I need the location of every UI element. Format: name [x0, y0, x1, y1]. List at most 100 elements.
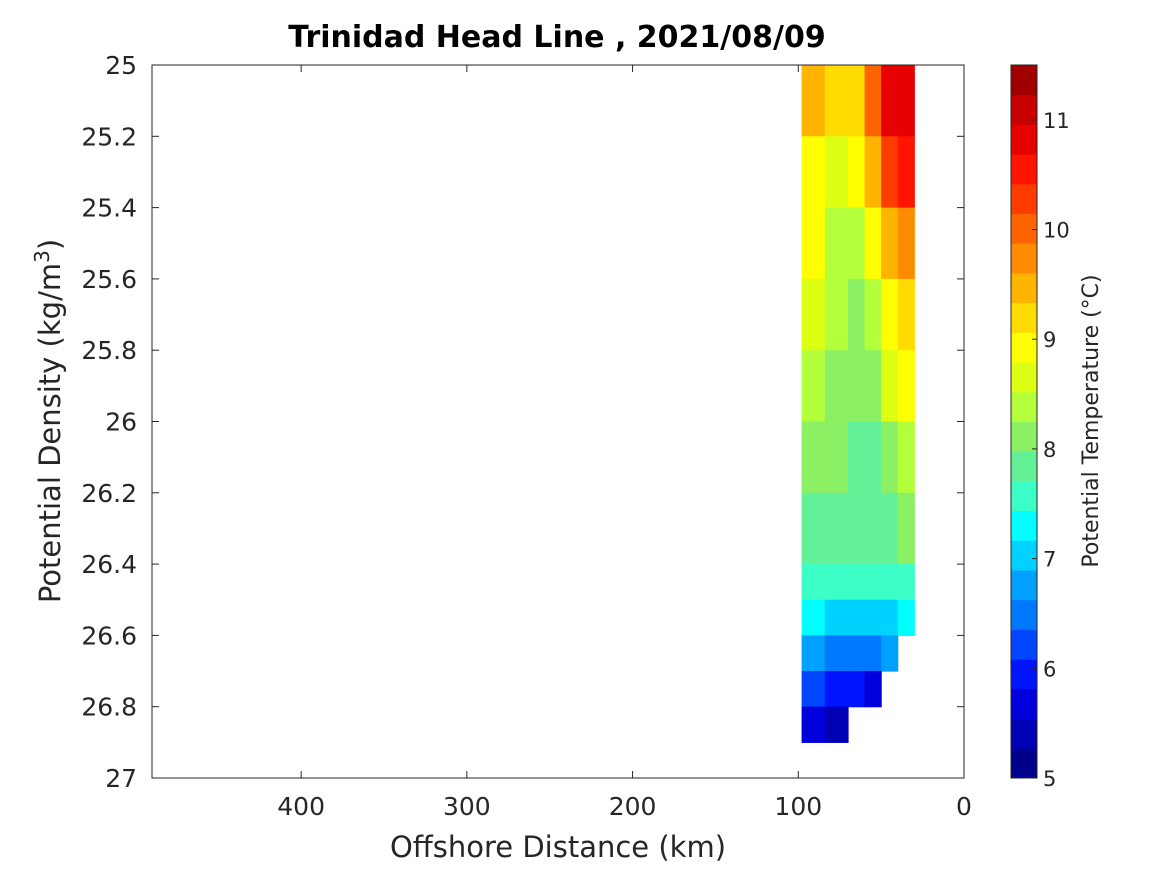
- colorbar-band: [1011, 480, 1037, 512]
- x-tick-label: 300: [443, 792, 491, 821]
- contour-cell: [881, 350, 899, 423]
- contour-cell: [801, 350, 826, 423]
- colorbar-band: [1011, 243, 1037, 274]
- y-tick-label: 27: [105, 764, 137, 793]
- contour-cell: [897, 350, 915, 423]
- contour-cell: [848, 492, 866, 565]
- contour-cell: [897, 599, 915, 636]
- contour-cell: [824, 136, 849, 209]
- contour-cell: [801, 599, 826, 636]
- contour-cell: [864, 635, 882, 672]
- y-tick-label: 25.6: [81, 265, 137, 294]
- contour-cell: [801, 207, 826, 280]
- colorbar-label: Potential Temperature (°C): [1079, 274, 1104, 567]
- colorbar-band: [1011, 718, 1037, 749]
- contour-cell: [881, 564, 899, 601]
- colorbar-ticks: 5 6 7 8 9 10 11: [1032, 109, 1070, 791]
- y-tick-label: 26.8: [81, 693, 137, 722]
- colorbar-band: [1011, 391, 1037, 422]
- contour-cell: [824, 564, 849, 601]
- contour-cell: [881, 136, 899, 209]
- colorbar-band: [1011, 183, 1037, 215]
- contour-cell: [864, 350, 882, 423]
- contour-cell: [864, 671, 882, 708]
- x-axis-label: Offshore Distance (km): [390, 830, 726, 864]
- y-tick-label: 25.4: [81, 194, 137, 223]
- contour-cell: [824, 350, 849, 423]
- contour-cell: [848, 599, 866, 636]
- colorbar-band: [1011, 659, 1037, 690]
- y-axis-label-close: ): [33, 239, 67, 250]
- contour-cell: [848, 564, 866, 601]
- contour-cell: [801, 65, 826, 137]
- contour-cell: [824, 421, 849, 494]
- contour-cell: [801, 635, 826, 672]
- colorbar-band: [1011, 510, 1037, 541]
- colorbar-band: [1011, 629, 1037, 660]
- contour-cell: [864, 599, 882, 636]
- colorbar-band: [1011, 65, 1037, 96]
- contour-cell: [801, 492, 826, 565]
- contour-cell: [848, 635, 866, 672]
- contour-cell: [864, 421, 882, 494]
- y-tick-label: 26.6: [81, 621, 137, 650]
- colorbar-tick-label: 9: [1043, 328, 1056, 352]
- contour-cell: [848, 421, 866, 494]
- y-tick-label: 26.2: [81, 479, 137, 508]
- colorbar-band: [1011, 94, 1037, 125]
- y-tick-label: 26.4: [81, 550, 137, 579]
- colorbar-band: [1011, 332, 1037, 363]
- contour-cell: [864, 492, 882, 565]
- contour-cell: [824, 492, 849, 565]
- contour-cell: [864, 207, 882, 280]
- contour-cell: [824, 671, 849, 708]
- colorbar-band: [1011, 688, 1037, 720]
- y-tick-labels: 25 25.2 25.4 25.6 25.8 26 26.2 26.4 26.6 26.8 27: [81, 51, 137, 793]
- colorbar-frame: [1010, 64, 1038, 779]
- contour-cell: [801, 421, 826, 494]
- contour-cell: [824, 706, 849, 743]
- contour-cell: [897, 65, 915, 137]
- contour-cell: [897, 278, 915, 351]
- x-tick-label: 400: [277, 792, 325, 821]
- y-tick-label: 25.2: [81, 122, 137, 151]
- colorbar-band: [1011, 599, 1037, 630]
- colorbar-tick-label: 5: [1043, 767, 1056, 791]
- colorbar-band: [1011, 570, 1037, 601]
- contour-cell: [824, 599, 849, 636]
- colorbar-band: [1011, 421, 1037, 452]
- colorbar-band: [1011, 272, 1037, 304]
- contour-cell: [897, 492, 915, 565]
- contour-cell: [864, 278, 882, 351]
- contour-cell: [881, 421, 899, 494]
- y-axis-label-main: Potential Density (kg/m: [33, 263, 67, 603]
- contour-cell: [848, 136, 866, 209]
- axis-ticks: [152, 64, 965, 779]
- contour-cell: [848, 671, 866, 708]
- contour-cell: [864, 65, 882, 137]
- y-tick-label: 26: [105, 408, 137, 437]
- y-axis-label-superscript: 3: [30, 250, 54, 263]
- colorbar-tick-label: 7: [1043, 548, 1056, 572]
- contour-cell: [801, 136, 826, 209]
- contour-cell: [897, 136, 915, 209]
- colorbar-band: [1011, 748, 1037, 779]
- contour-cell: [881, 492, 899, 565]
- x-tick-labels: 400 300 200 100 0: [277, 792, 972, 821]
- contour-cell: [801, 671, 826, 708]
- colorbar-band: [1011, 154, 1037, 185]
- colorbar-tick-label: 8: [1043, 438, 1056, 462]
- contour-cell: [864, 564, 882, 601]
- colorbar-band: [1011, 302, 1037, 333]
- contour-cell: [881, 278, 899, 351]
- x-tick-label: 100: [774, 792, 822, 821]
- contour-cell: [897, 564, 915, 601]
- x-tick-label: 0: [956, 792, 972, 821]
- colorbar-tick-label: 6: [1043, 657, 1056, 681]
- contour-field: [801, 65, 915, 743]
- contour-cell: [824, 207, 849, 280]
- contour-cell: [848, 65, 866, 137]
- contour-cell: [801, 564, 826, 601]
- contour-cell: [881, 599, 899, 636]
